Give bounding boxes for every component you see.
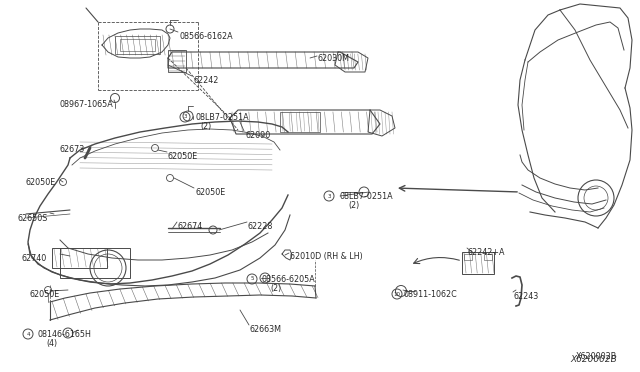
Bar bbox=[52, 248, 107, 268]
Text: 62090: 62090 bbox=[245, 131, 270, 140]
Bar bbox=[120, 39, 155, 51]
Text: 10: 10 bbox=[394, 292, 401, 296]
Text: 08LB7-0251A: 08LB7-0251A bbox=[195, 113, 248, 122]
Text: 08566-6162A: 08566-6162A bbox=[180, 32, 234, 41]
Text: 62050E: 62050E bbox=[168, 152, 198, 161]
Text: X620002B: X620002B bbox=[570, 355, 617, 364]
Bar bbox=[484, 254, 492, 260]
Bar bbox=[462, 252, 494, 274]
Text: (2): (2) bbox=[348, 201, 359, 210]
Text: (2): (2) bbox=[270, 284, 281, 293]
Text: 62228: 62228 bbox=[248, 222, 273, 231]
Text: 08967-1065A: 08967-1065A bbox=[60, 100, 114, 109]
Bar bbox=[280, 112, 320, 132]
Text: 62050E: 62050E bbox=[195, 188, 225, 197]
Text: 62030M: 62030M bbox=[318, 54, 350, 63]
Bar bbox=[168, 50, 186, 72]
Text: 62740: 62740 bbox=[22, 254, 47, 263]
Text: 5: 5 bbox=[250, 276, 253, 282]
Text: X620002B: X620002B bbox=[576, 352, 617, 361]
Text: (2): (2) bbox=[200, 122, 211, 131]
Text: 62673: 62673 bbox=[60, 145, 85, 154]
Text: 62243: 62243 bbox=[514, 292, 540, 301]
Text: 62010D (RH & LH): 62010D (RH & LH) bbox=[290, 252, 363, 261]
Text: 08LB7-0251A: 08LB7-0251A bbox=[340, 192, 394, 201]
Text: 62650S: 62650S bbox=[18, 214, 49, 223]
Text: 4: 4 bbox=[26, 331, 29, 337]
Text: 08566-6205A: 08566-6205A bbox=[262, 275, 316, 284]
Text: 62663M: 62663M bbox=[250, 325, 282, 334]
Text: 3: 3 bbox=[327, 193, 331, 199]
Text: 62242: 62242 bbox=[193, 76, 218, 85]
Text: 62242+A: 62242+A bbox=[468, 248, 506, 257]
Text: 08146-6165H: 08146-6165H bbox=[38, 330, 92, 339]
Text: 3: 3 bbox=[183, 115, 187, 119]
Bar bbox=[464, 254, 472, 260]
Text: 08911-1062C: 08911-1062C bbox=[404, 290, 458, 299]
Text: (4): (4) bbox=[46, 339, 57, 348]
Bar bbox=[115, 36, 160, 54]
Text: 62050E: 62050E bbox=[26, 178, 56, 187]
Text: 62050E: 62050E bbox=[30, 290, 60, 299]
Text: 62674: 62674 bbox=[178, 222, 204, 231]
Bar bbox=[60, 248, 130, 278]
